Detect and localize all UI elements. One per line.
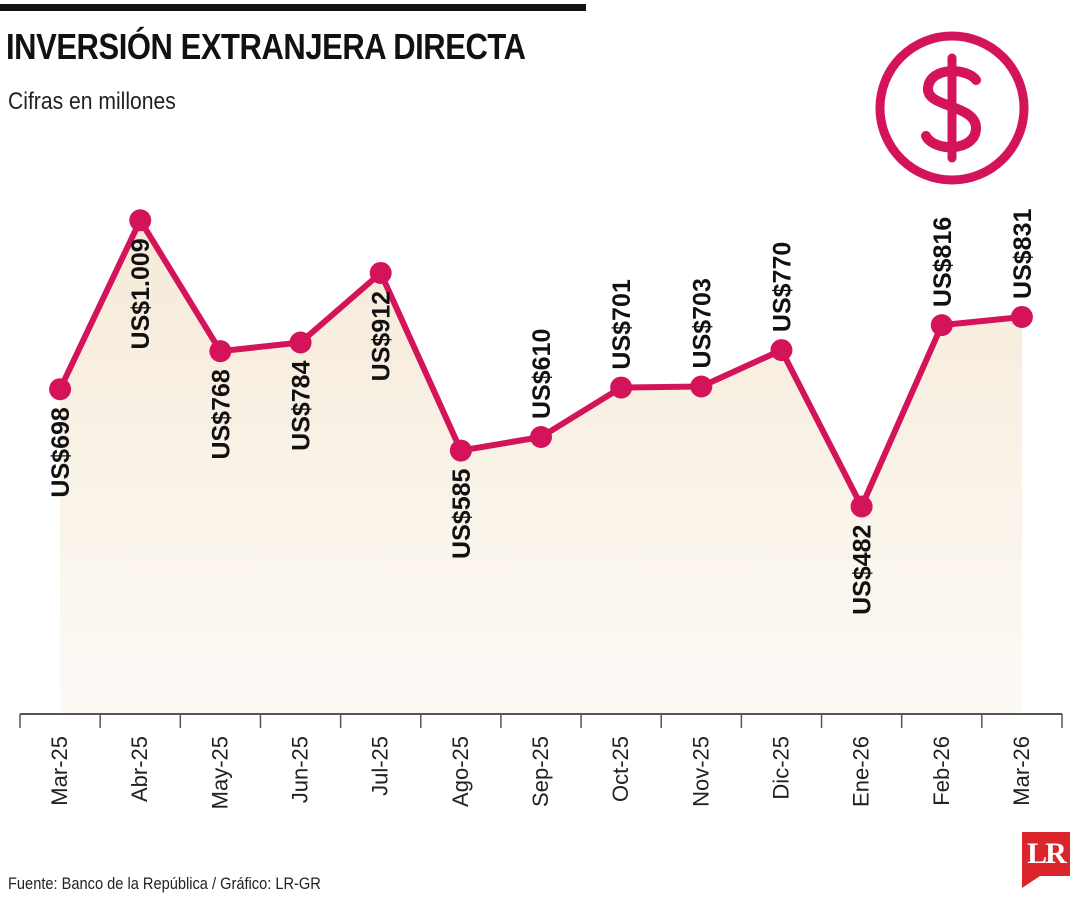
x-tick-label-sep-25: Sep-25: [528, 736, 553, 807]
x-tick-label-mar-25: Mar-25: [47, 736, 72, 806]
data-point-sep-25: [530, 426, 552, 448]
source-note: Fuente: Banco de la República / Gráfico:…: [8, 874, 321, 893]
data-point-mar-26: [1010, 305, 1033, 328]
data-point-ago-25: [449, 439, 472, 462]
x-tick-label-ene-26: Ene-26: [849, 736, 874, 807]
data-label-oct-25: US$701: [608, 279, 636, 369]
data-point-jul-25: [369, 261, 392, 284]
data-point-dic-25: [770, 339, 793, 362]
data-point-ene-26: [850, 495, 873, 518]
data-label-ene-26: US$482: [849, 525, 877, 615]
chart-title: INVERSIÓN EXTRANJERA DIRECTA: [6, 26, 526, 67]
logo-text: LR: [1022, 832, 1070, 876]
x-tick-label-may-25: May-25: [207, 736, 232, 809]
top-rule: [0, 4, 586, 11]
x-tick-label-feb-26: Feb-26: [929, 736, 954, 806]
data-point-may-25: [209, 340, 232, 363]
data-label-jun-25: US$784: [288, 360, 316, 450]
x-tick-label-dic-25: Dic-25: [768, 736, 793, 800]
data-point-feb-26: [930, 314, 953, 337]
data-label-feb-26: US$816: [929, 217, 957, 307]
lr-logo: LR: [1022, 832, 1070, 890]
data-label-mar-25: US$698: [47, 407, 75, 497]
x-tick-label-jul-25: Jul-25: [368, 736, 393, 796]
data-point-mar-25: [49, 378, 72, 401]
data-point-abr-25: [129, 209, 152, 232]
data-point-nov-25: [690, 375, 713, 398]
data-point-oct-25: [610, 376, 633, 399]
dollar-circle-icon: [875, 31, 1029, 185]
data-label-abr-25: US$1.009: [127, 238, 155, 349]
x-tick-label-abr-25: Abr-25: [127, 736, 152, 802]
data-label-mar-26: US$831: [1009, 209, 1037, 299]
data-label-dic-25: US$770: [768, 242, 796, 332]
data-label-ago-25: US$585: [448, 468, 476, 558]
data-label-sep-25: US$610: [528, 329, 556, 419]
x-tick-label-nov-25: Nov-25: [688, 736, 713, 807]
x-tick-label-mar-26: Mar-26: [1009, 736, 1034, 806]
data-label-jul-25: US$912: [368, 291, 396, 381]
data-point-jun-25: [289, 331, 312, 354]
x-tick-label-ago-25: Ago-25: [448, 736, 473, 807]
x-tick-label-oct-25: Oct-25: [608, 736, 633, 802]
data-label-nov-25: US$703: [688, 278, 716, 368]
chart-subtitle: Cifras en millones: [8, 88, 176, 115]
x-tick-label-jun-25: Jun-25: [288, 736, 313, 803]
logo-tail: [1022, 876, 1040, 888]
data-label-may-25: US$768: [207, 369, 235, 459]
